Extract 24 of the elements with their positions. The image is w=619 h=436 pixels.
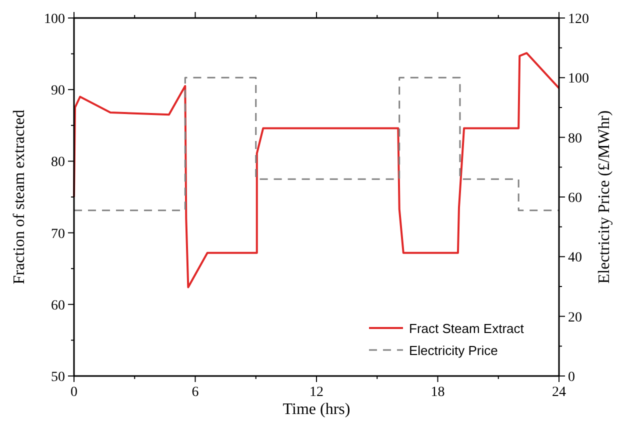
x-axis-title: Time (hrs)	[282, 401, 350, 418]
y2-tick-label: 80	[568, 131, 582, 146]
x-tick-label: 6	[192, 385, 199, 400]
y2-tick-label: 0	[568, 370, 575, 385]
y2-tick-label: 20	[568, 310, 582, 326]
y-axis-title: Fraction of steam extracted	[11, 110, 28, 284]
x-tick-label: 12	[310, 385, 324, 400]
y2-tick-label: 120	[568, 12, 589, 27]
x-tick-label: 0	[70, 385, 78, 400]
legend-label: Electricity Price	[409, 343, 498, 358]
x-tick-label: 18	[430, 385, 445, 400]
y2-tick-label: 60	[568, 191, 582, 206]
legend-label: Fract Steam Extract	[409, 321, 524, 336]
line-series	[73, 52, 560, 288]
y-tick-label: 90	[51, 84, 65, 99]
y-tick-label: 80	[51, 155, 65, 170]
y2-axis-title: Electricity Price (£/MWhr)	[596, 110, 613, 284]
y-tick-label: 70	[51, 226, 65, 242]
y-tick-label: 60	[51, 298, 65, 314]
y-tick-label: 100	[44, 12, 65, 27]
y-tick-label: 50	[51, 370, 65, 385]
x-tick-label: 24	[552, 385, 566, 400]
y2-tick-label: 40	[568, 250, 582, 266]
y2-tick-label: 100	[568, 72, 589, 87]
